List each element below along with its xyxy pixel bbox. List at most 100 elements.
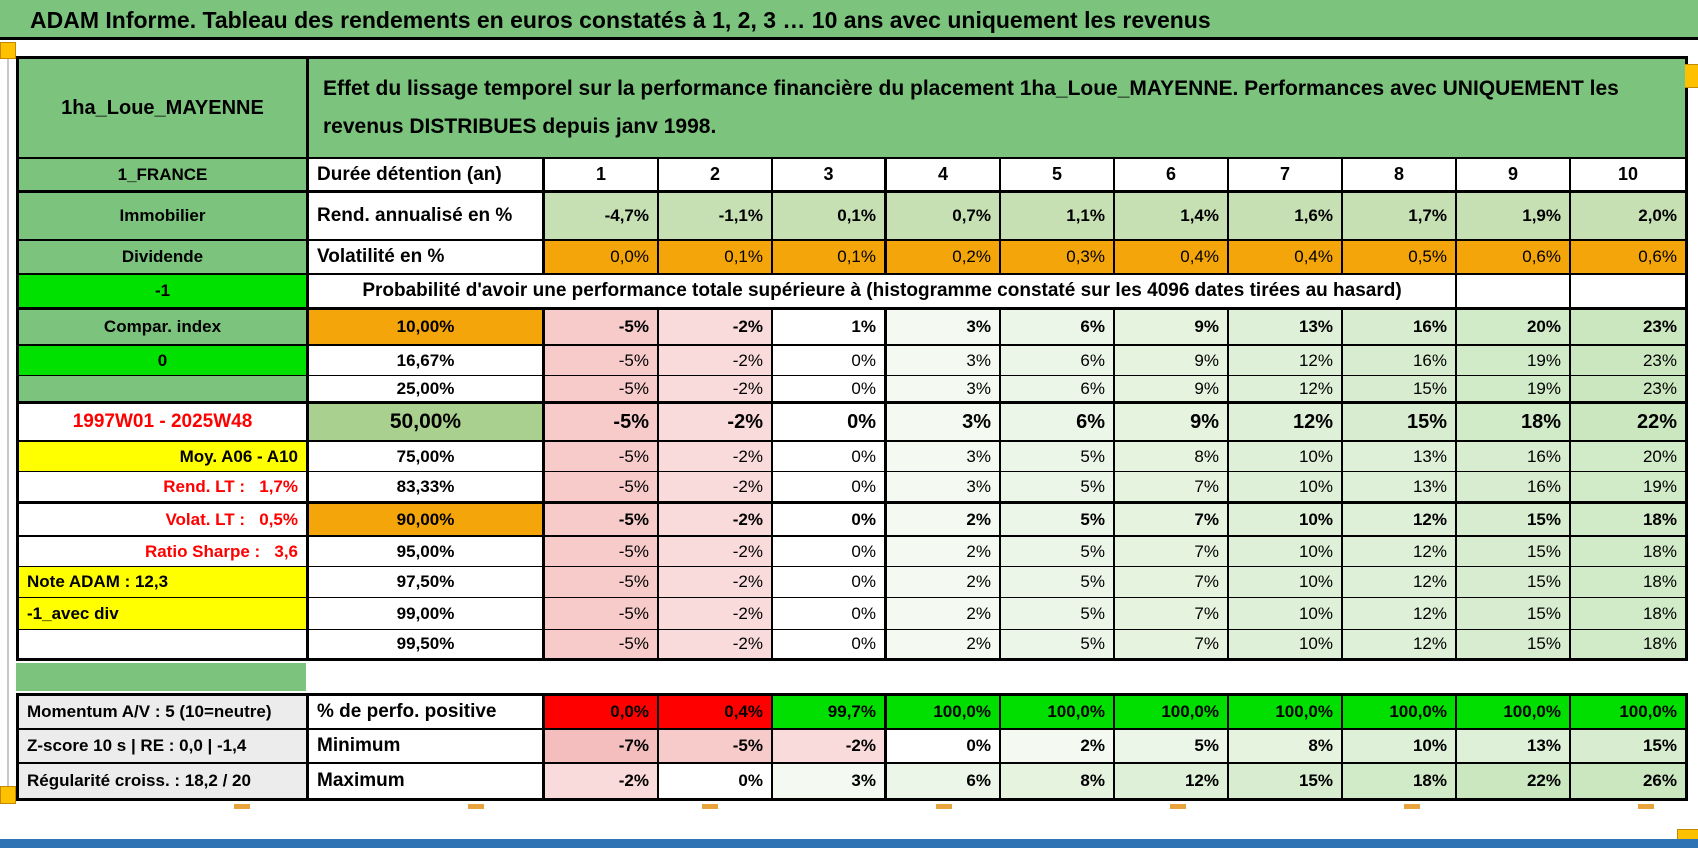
data-cell[interactable]: 100,0% <box>887 696 1001 730</box>
data-cell[interactable]: 2% <box>1001 730 1115 764</box>
data-cell[interactable]: -2% <box>659 472 773 504</box>
quantile-cell[interactable]: 50,00% <box>309 404 545 442</box>
row-header-cell[interactable]: Rend. annualisé en % <box>309 193 545 241</box>
row-label-cell[interactable]: Volat. LT : 0,5% <box>19 504 309 537</box>
data-cell[interactable]: 0,4% <box>1229 241 1343 275</box>
data-cell[interactable]: 13% <box>1229 310 1343 346</box>
data-cell[interactable]: 3% <box>773 764 887 798</box>
row-header-cell[interactable]: Maximum <box>309 764 545 798</box>
data-cell[interactable]: 20% <box>1571 442 1685 472</box>
data-cell[interactable]: 16% <box>1457 472 1571 504</box>
data-cell[interactable]: 12% <box>1229 376 1343 404</box>
data-cell[interactable]: 0,5% <box>1343 241 1457 275</box>
data-cell[interactable]: 15% <box>1343 376 1457 404</box>
data-cell[interactable]: 13% <box>1343 472 1457 504</box>
data-cell[interactable]: 5% <box>1001 504 1115 537</box>
placement-name-cell[interactable]: 1ha_Loue_MAYENNE <box>19 59 309 159</box>
data-cell[interactable]: 1% <box>773 310 887 346</box>
data-cell[interactable]: 0% <box>773 567 887 598</box>
year-column-header[interactable]: 4 <box>887 159 1001 193</box>
quantile-cell[interactable]: 83,33% <box>309 472 545 504</box>
data-cell[interactable]: 15% <box>1457 598 1571 630</box>
row-label-cell[interactable]: Momentum A/V : 5 (10=neutre) <box>19 696 309 730</box>
data-cell[interactable]: 100,0% <box>1343 696 1457 730</box>
data-cell[interactable]: 7% <box>1115 598 1229 630</box>
data-cell[interactable]: 8% <box>1001 764 1115 798</box>
data-cell[interactable]: 3% <box>887 310 1001 346</box>
data-cell[interactable]: 0% <box>887 730 1001 764</box>
data-cell[interactable]: 1,4% <box>1115 193 1229 241</box>
data-cell[interactable]: -2% <box>659 310 773 346</box>
data-cell[interactable]: -5% <box>545 504 659 537</box>
data-cell[interactable]: -4,7% <box>545 193 659 241</box>
row-label-cell[interactable] <box>19 630 309 661</box>
data-cell[interactable]: -7% <box>545 730 659 764</box>
data-cell[interactable]: 16% <box>1343 310 1457 346</box>
data-cell[interactable]: 2% <box>887 598 1001 630</box>
data-cell[interactable]: 15% <box>1343 404 1457 442</box>
data-cell[interactable]: 10% <box>1229 472 1343 504</box>
data-cell[interactable]: 2% <box>887 504 1001 537</box>
row-label-cell[interactable]: Dividende <box>19 241 309 275</box>
year-column-header[interactable]: 3 <box>773 159 887 193</box>
row-header-cell[interactable]: Durée détention (an) <box>309 159 545 193</box>
data-cell[interactable]: 16% <box>1457 442 1571 472</box>
data-cell[interactable]: -2% <box>659 598 773 630</box>
data-cell[interactable]: -1,1% <box>659 193 773 241</box>
row-label-cell[interactable]: 1_FRANCE <box>19 159 309 193</box>
data-cell[interactable]: 5% <box>1001 537 1115 567</box>
data-cell[interactable]: 13% <box>1457 730 1571 764</box>
row-label-cell[interactable]: Rend. LT : 1,7% <box>19 472 309 504</box>
quantile-cell[interactable]: 16,67% <box>309 346 545 376</box>
data-cell[interactable]: -2% <box>659 537 773 567</box>
data-cell[interactable]: 7% <box>1115 630 1229 661</box>
data-cell[interactable]: 15% <box>1229 764 1343 798</box>
row-label-cell[interactable]: Immobilier <box>19 193 309 241</box>
quantile-cell[interactable]: 97,50% <box>309 567 545 598</box>
row-label-cell[interactable]: -1 <box>19 275 309 310</box>
year-column-header[interactable]: 9 <box>1457 159 1571 193</box>
data-cell[interactable]: 23% <box>1571 376 1685 404</box>
row-label-cell[interactable]: Régularité croiss. : 18,2 / 20 <box>19 764 309 798</box>
data-cell[interactable]: 8% <box>1115 442 1229 472</box>
data-cell[interactable]: 6% <box>1001 310 1115 346</box>
data-cell[interactable]: 18% <box>1571 537 1685 567</box>
data-cell[interactable]: 18% <box>1457 404 1571 442</box>
data-cell[interactable]: 1,7% <box>1343 193 1457 241</box>
data-cell[interactable]: 100,0% <box>1115 696 1229 730</box>
data-cell[interactable]: -5% <box>659 730 773 764</box>
data-cell[interactable]: 15% <box>1457 504 1571 537</box>
data-cell[interactable]: -2% <box>659 567 773 598</box>
data-cell[interactable]: 6% <box>1001 404 1115 442</box>
data-cell[interactable]: 18% <box>1571 567 1685 598</box>
data-cell[interactable]: -2% <box>659 504 773 537</box>
data-cell[interactable]: 19% <box>1571 472 1685 504</box>
data-cell[interactable]: 10% <box>1229 598 1343 630</box>
data-cell[interactable]: 9% <box>1115 310 1229 346</box>
data-cell[interactable]: 0,6% <box>1571 241 1685 275</box>
quantile-cell[interactable]: 25,00% <box>309 376 545 404</box>
data-cell[interactable]: 7% <box>1115 537 1229 567</box>
data-cell[interactable]: 2% <box>887 567 1001 598</box>
data-cell[interactable]: 16% <box>1343 346 1457 376</box>
data-cell[interactable]: -5% <box>545 598 659 630</box>
data-cell[interactable]: 100,0% <box>1229 696 1343 730</box>
quantile-cell[interactable]: 90,00% <box>309 504 545 537</box>
data-cell[interactable]: 0% <box>773 598 887 630</box>
data-cell[interactable]: 12% <box>1115 764 1229 798</box>
data-cell[interactable]: 100,0% <box>1571 696 1685 730</box>
data-cell[interactable]: -5% <box>545 567 659 598</box>
data-cell[interactable]: 3% <box>887 472 1001 504</box>
year-column-header[interactable]: 7 <box>1229 159 1343 193</box>
data-cell[interactable]: -2% <box>659 630 773 661</box>
data-cell[interactable]: 0% <box>773 630 887 661</box>
data-cell[interactable]: 8% <box>1229 730 1343 764</box>
row-label-cell[interactable]: Note ADAM : 12,3 <box>19 567 309 598</box>
data-cell[interactable]: 0,1% <box>773 241 887 275</box>
data-cell[interactable]: 3% <box>887 376 1001 404</box>
data-cell[interactable]: 12% <box>1343 598 1457 630</box>
data-cell[interactable]: 15% <box>1457 630 1571 661</box>
quantile-cell[interactable]: 75,00% <box>309 442 545 472</box>
data-cell[interactable]: 18% <box>1571 598 1685 630</box>
data-cell[interactable]: 12% <box>1343 567 1457 598</box>
